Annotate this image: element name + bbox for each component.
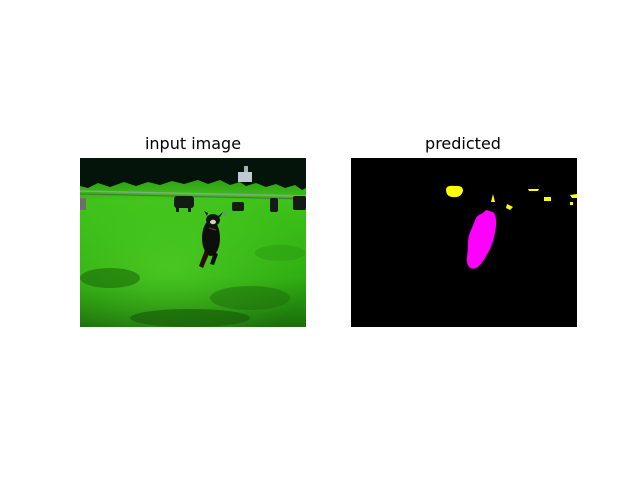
dog [199, 211, 223, 268]
mask-yellow-regions [446, 185, 577, 210]
mask-dog-region [466, 211, 497, 269]
mask-background [351, 158, 577, 327]
input-image-panel [80, 158, 306, 327]
input-image-title: input image [144, 134, 242, 153]
background-animals [80, 196, 306, 212]
predicted-mask [351, 158, 577, 327]
input-photo [80, 158, 306, 327]
predicted-title: predicted [425, 134, 501, 153]
predicted-panel [351, 158, 577, 327]
fence-line [80, 190, 306, 197]
